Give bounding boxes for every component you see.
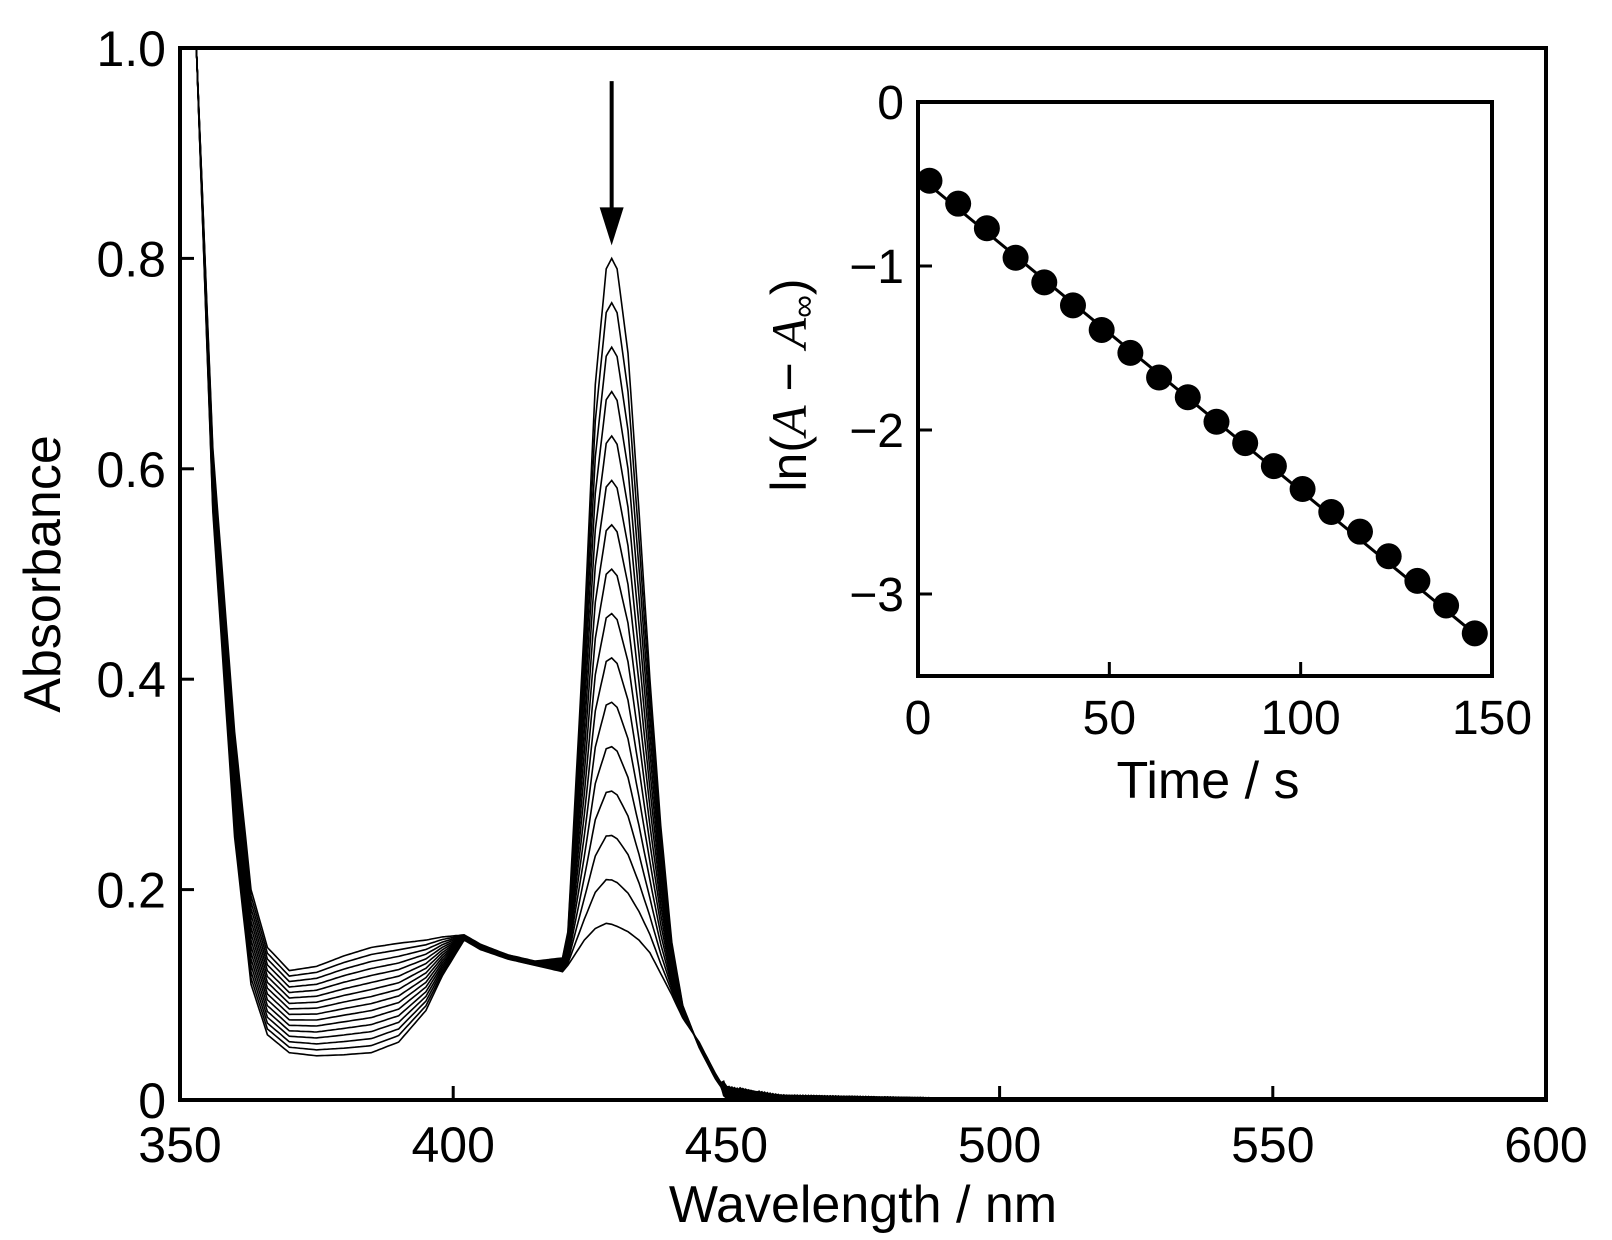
inset-plot-frame (916, 100, 1494, 678)
inset-y-tick-label: −2 (849, 405, 904, 458)
data-point (973, 215, 1000, 242)
inset-x-axis-title: Time / s (1117, 752, 1300, 810)
data-point (945, 190, 972, 217)
data-point (1461, 620, 1488, 647)
arrow-head (599, 207, 624, 246)
main-y-tick-label: 0.2 (96, 863, 166, 919)
inset-y-axis-title: ln(A − A∞) (761, 278, 821, 491)
spectrum-curve (195, 47, 1546, 1099)
main-x-tick-label: 350 (138, 1117, 221, 1173)
data-point (1002, 244, 1029, 271)
inset-x-tick-label: 150 (1452, 692, 1532, 745)
main-plot-frame (178, 46, 1548, 1102)
inset-x-tick-label: 0 (905, 692, 932, 745)
data-point (1232, 430, 1259, 457)
data-point (1203, 408, 1230, 435)
inset-y-tick-label: 0 (877, 77, 904, 130)
inset-y-tick-label: −3 (849, 569, 904, 622)
main-x-tick-label: 550 (1231, 1117, 1314, 1173)
main-y-tick-label: 0.6 (96, 442, 166, 498)
main-x-tick-label: 600 (1504, 1117, 1587, 1173)
main-y-tick-label: 0.8 (96, 231, 166, 287)
data-point (1088, 316, 1115, 343)
main-y-tick-label: 0 (138, 1073, 166, 1129)
main-x-tick-label: 500 (958, 1117, 1041, 1173)
main-x-tick-label: 400 (411, 1117, 494, 1173)
inset-axes: 0 50 100 150 0 −1 −2 −3 (849, 77, 1532, 745)
data-point (1289, 476, 1316, 503)
inset-data-points (916, 167, 1488, 647)
data-point (1031, 269, 1058, 296)
main-y-axis-title: Absorbance (14, 435, 72, 713)
inset-kinetics-plot: 0 50 100 150 0 −1 −2 −3 Time / s ln(A − A∞) (761, 77, 1532, 810)
data-point (1117, 339, 1144, 366)
data-point (1260, 453, 1287, 480)
data-point (1059, 292, 1086, 319)
main-y-tick-label: 1.0 (96, 21, 166, 77)
main-x-axis-title: Wavelength / nm (669, 1176, 1057, 1234)
data-point (1146, 364, 1173, 391)
data-point (1404, 567, 1431, 594)
data-point (1433, 592, 1460, 619)
data-point (1174, 384, 1201, 411)
spectra-curves (195, 47, 1546, 1100)
data-point (1318, 499, 1345, 525)
decrease-arrow (599, 81, 624, 246)
inset-y-tick-label: −1 (849, 241, 904, 294)
data-point (1346, 518, 1373, 545)
main-x-tick-label: 450 (685, 1117, 768, 1173)
inset-x-tick-label: 50 (1083, 692, 1136, 745)
data-point (1375, 543, 1402, 570)
data-point (916, 167, 943, 194)
main-y-tick-label: 0.4 (96, 652, 166, 708)
inset-x-tick-label: 100 (1261, 692, 1341, 745)
